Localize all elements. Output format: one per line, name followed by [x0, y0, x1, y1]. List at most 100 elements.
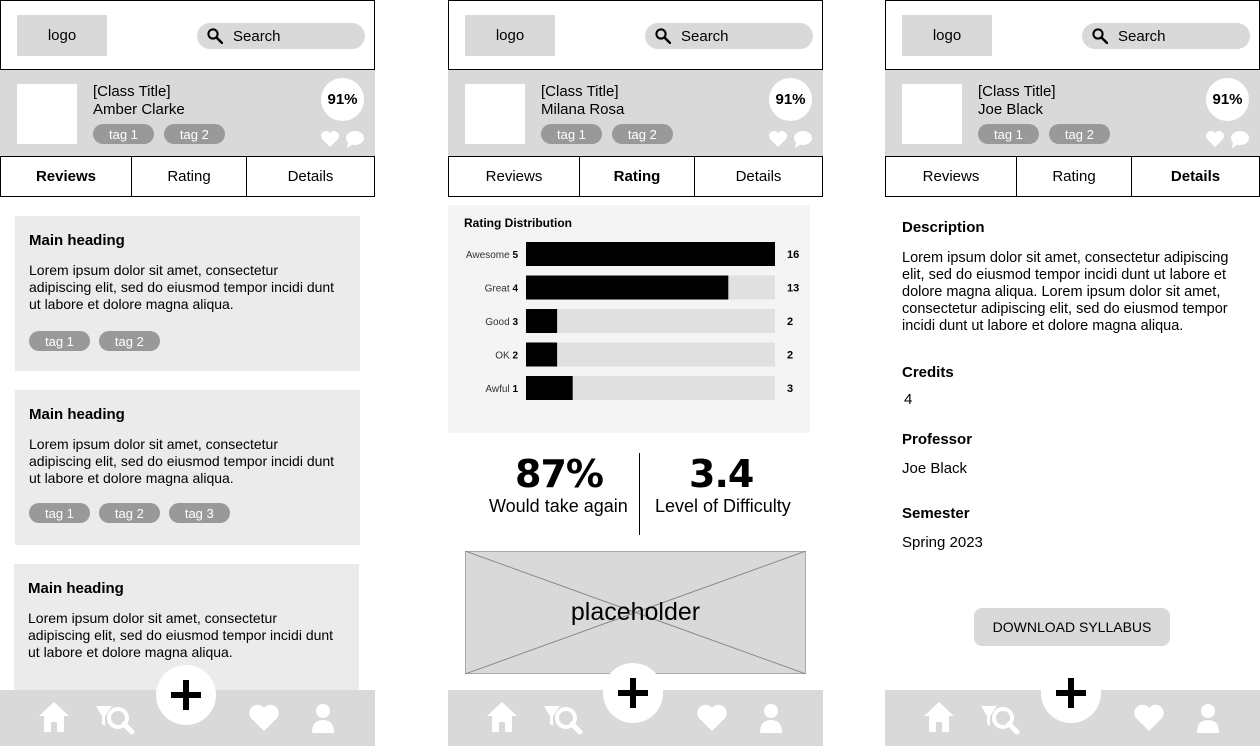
bar-awful: [526, 376, 573, 400]
heart-icon[interactable]: [248, 703, 280, 733]
score-badge: 91%: [769, 78, 812, 121]
bar-awesome: [526, 242, 775, 266]
review-tag[interactable]: tag 3: [168, 503, 230, 523]
logo[interactable]: logo: [902, 15, 992, 56]
logo[interactable]: logo: [17, 15, 107, 56]
tab-reviews[interactable]: Reviews: [449, 157, 580, 196]
value-label: 16: [787, 249, 799, 261]
banner-tag[interactable]: tag 1: [978, 124, 1039, 144]
tab-details[interactable]: Details: [1170, 168, 1221, 185]
class-thumbnail: [17, 84, 77, 144]
credits-value: 4: [904, 391, 913, 408]
banner-tag[interactable]: tag 1: [541, 124, 602, 144]
tab-details[interactable]: Details: [287, 168, 334, 185]
review-tag[interactable]: tag 2: [98, 331, 160, 351]
value-label: 2: [787, 350, 793, 362]
review-tag[interactable]: tag 2: [98, 503, 160, 523]
review-heading: Main heading: [28, 580, 124, 597]
banner-tag[interactable]: tag 2: [611, 124, 673, 144]
home-icon[interactable]: [485, 700, 519, 734]
score-badge: 91%: [321, 78, 364, 121]
add-button[interactable]: [603, 663, 663, 723]
review-heading: Main heading: [29, 232, 125, 249]
home-icon[interactable]: [922, 700, 956, 734]
plus-icon: [618, 678, 648, 708]
logo[interactable]: logo: [465, 15, 555, 56]
credits-heading: Credits: [902, 364, 954, 381]
add-button[interactable]: [1041, 663, 1101, 723]
profile-icon[interactable]: [759, 702, 783, 734]
search-filter-icon[interactable]: [979, 702, 1021, 736]
tab-details[interactable]: Details: [735, 168, 782, 185]
category-label: Awesome 5: [466, 250, 519, 261]
professor-name[interactable]: Milana Rosa: [541, 101, 625, 118]
tab-rating[interactable]: Rating: [580, 157, 695, 196]
add-button[interactable]: [156, 665, 216, 725]
plus-icon: [1056, 678, 1086, 708]
class-banner: [Class Title] Joe Black tag 1 tag 2 91%: [885, 70, 1260, 156]
rating-screen: logo Search [Class Title] Milana Rosa ta…: [448, 0, 823, 746]
tab-rating[interactable]: Rating: [132, 157, 247, 196]
review-body: Lorem ipsum dolor sit amet, consectetur …: [29, 262, 335, 312]
review-heading: Main heading: [29, 406, 125, 423]
heart-icon[interactable]: [320, 130, 340, 148]
value-label: 13: [787, 283, 799, 295]
search-placeholder: Search: [681, 27, 729, 45]
tab-reviews[interactable]: Reviews: [1, 157, 132, 196]
review-tag[interactable]: tag 1: [29, 503, 90, 523]
search-bar[interactable]: Search: [197, 23, 365, 49]
reviews-screen: logo Search [Class Title] Amber Clarke t…: [0, 0, 375, 746]
download-syllabus-button[interactable]: DOWNLOAD SYLLABUS: [974, 608, 1170, 646]
profile-icon[interactable]: [311, 702, 335, 734]
banner-tag[interactable]: tag 1: [93, 124, 154, 144]
would-take-again-label: Would take again: [489, 496, 628, 516]
search-icon: [655, 28, 671, 44]
plus-icon: [171, 680, 201, 710]
class-thumbnail: [465, 84, 525, 144]
review-tag[interactable]: tag 1: [29, 331, 90, 351]
heart-icon[interactable]: [696, 703, 728, 733]
professor-name[interactable]: Joe Black: [978, 101, 1044, 118]
search-filter-icon[interactable]: [94, 702, 136, 736]
class-banner: [Class Title] Amber Clarke tag 1 tag 2 9…: [0, 70, 375, 156]
bar-ok: [526, 342, 558, 367]
professor-heading: Professor: [902, 431, 973, 448]
value-label: 3: [787, 383, 793, 395]
heart-icon[interactable]: [1205, 130, 1225, 148]
tab-reviews[interactable]: Reviews: [886, 157, 1017, 196]
semester-heading: Semester: [902, 505, 970, 522]
class-title: [Class Title]: [978, 83, 1056, 100]
banner-tag[interactable]: tag 2: [1048, 124, 1110, 144]
placeholder-label: placeholder: [570, 598, 701, 626]
comment-icon[interactable]: [345, 129, 365, 149]
search-bar[interactable]: Search: [645, 23, 813, 49]
review-card[interactable]: Main heading Lorem ipsum dolor sit amet,…: [15, 216, 360, 371]
heart-icon[interactable]: [1133, 703, 1165, 733]
professor-name[interactable]: Amber Clarke: [93, 101, 185, 118]
rating-distribution: Rating Distribution Awesome 5 16 Great 4 13…: [448, 205, 810, 433]
banner-tag[interactable]: tag 2: [163, 124, 225, 144]
bar-great: [526, 275, 729, 300]
search-bar[interactable]: Search: [1082, 23, 1250, 49]
search-filter-icon[interactable]: [542, 702, 584, 736]
category-label: Great 4: [485, 284, 519, 295]
home-icon[interactable]: [37, 700, 71, 734]
would-take-again-value: 87%: [515, 452, 604, 496]
comment-icon[interactable]: [1230, 129, 1250, 149]
professor-value: Joe Black: [902, 460, 968, 477]
profile-icon[interactable]: [1196, 702, 1220, 734]
review-card[interactable]: Main heading Lorem ipsum dolor sit amet,…: [15, 390, 360, 545]
description-text: Lorem ipsum dolor sit amet, consectetur …: [902, 250, 1229, 334]
stats-row: 87% Would take again 3.4 Level of Diffic…: [448, 452, 810, 536]
review-card[interactable]: Main heading Lorem ipsum dolor sit amet,…: [14, 564, 359, 694]
search-icon: [1092, 28, 1108, 44]
heart-icon[interactable]: [768, 130, 788, 148]
score-badge: 91%: [1206, 78, 1249, 121]
search-placeholder: Search: [233, 27, 281, 45]
comment-icon[interactable]: [793, 129, 813, 149]
tab-rating[interactable]: Rating: [1017, 157, 1132, 196]
details-screen: logo Search [Class Title] Joe Black tag …: [885, 0, 1260, 746]
tab-bar: Reviews Rating Details: [0, 156, 375, 197]
bar-track: [526, 342, 775, 367]
difficulty-label: Level of Difficulty: [655, 496, 791, 516]
